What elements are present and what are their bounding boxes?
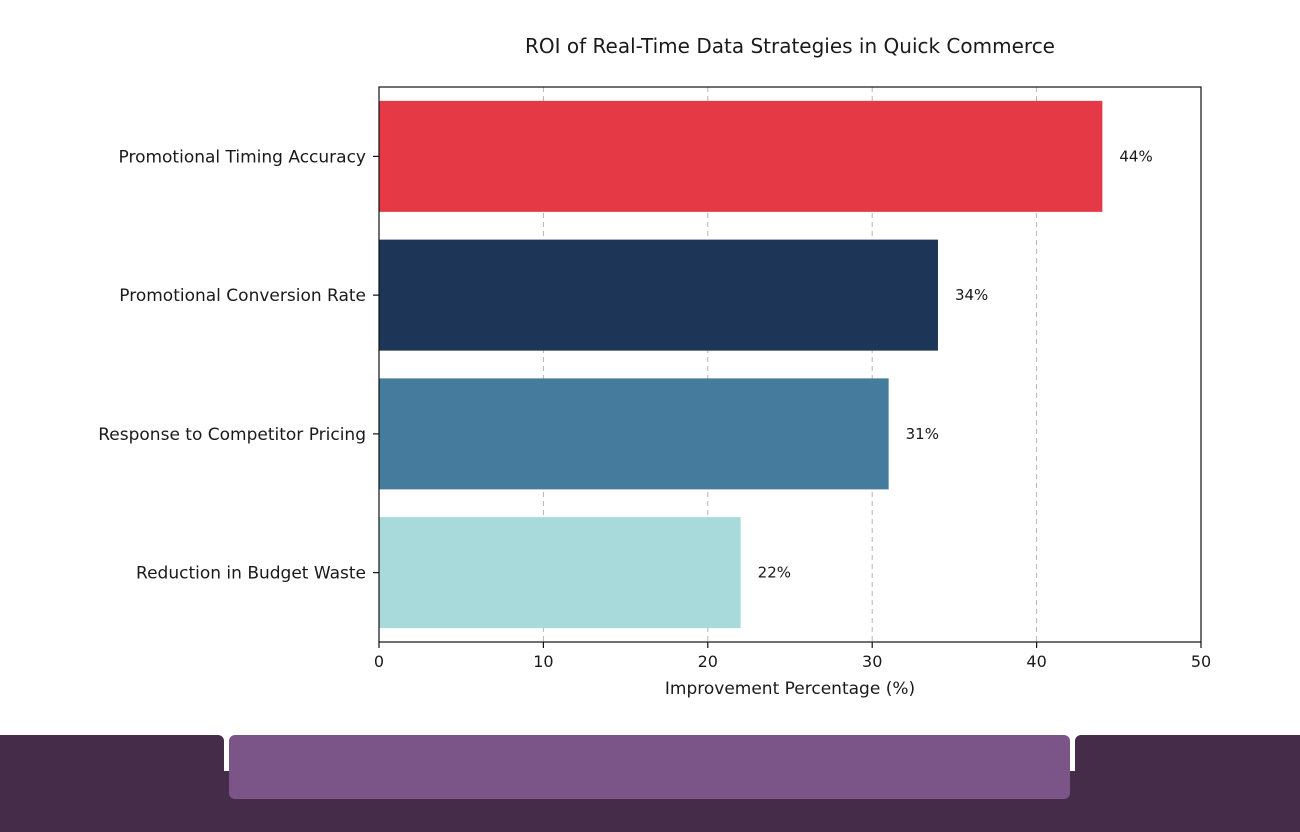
bars-group: 44% 34% 31% 22% — [379, 100, 1153, 629]
x-tick-label: 20 — [698, 652, 718, 671]
bar — [379, 517, 741, 629]
x-tick-label: 40 — [1026, 652, 1046, 671]
category-label: Promotional Conversion Rate — [119, 286, 366, 306]
bar-value-label: 44% — [1119, 147, 1152, 165]
category-label: Reduction in Budget Waste — [136, 564, 366, 584]
bar — [379, 239, 938, 351]
footer-right-tab — [1075, 735, 1300, 832]
chart-title: ROI of Real-Time Data Strategies in Quic… — [525, 34, 1055, 58]
plot-frame — [378, 86, 1202, 643]
bar-value-label: 31% — [906, 425, 939, 443]
y-axis-categories: Promotional Timing Accuracy Promotional C… — [98, 147, 379, 584]
x-tick-label: 50 — [1191, 652, 1211, 671]
bar — [379, 100, 1103, 212]
bar-value-label: 22% — [758, 564, 791, 582]
footer-band — [0, 735, 1300, 832]
x-axis-label: Improvement Percentage (%) — [665, 679, 915, 699]
footer-center-panel — [229, 735, 1070, 799]
x-tick-label: 0 — [374, 652, 384, 671]
category-label: Promotional Timing Accuracy — [119, 147, 367, 167]
x-tick-label: 30 — [862, 652, 882, 671]
bar-chart: ROI of Real-Time Data Strategies in Quic… — [98, 34, 1211, 699]
footer-left-tab — [0, 735, 224, 832]
bar — [379, 378, 889, 490]
bar-value-label: 34% — [955, 286, 988, 304]
category-label: Response to Competitor Pricing — [98, 425, 366, 445]
x-axis-ticks: 0 10 20 30 40 50 — [374, 642, 1211, 671]
x-tick-label: 10 — [533, 652, 553, 671]
